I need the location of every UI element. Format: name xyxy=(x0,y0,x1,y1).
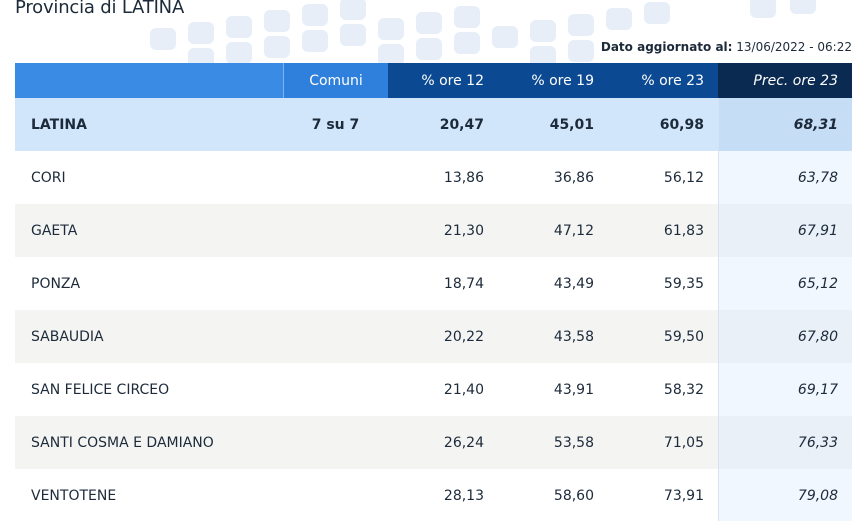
cell-ore23: 60,98 xyxy=(659,116,704,133)
table-row-total[interactable]: LATINA 7 su 7 20,47 45,01 60,98 68,31 xyxy=(15,98,852,151)
table-row[interactable]: VENTOTENE 28,13 58,60 73,91 79,08 xyxy=(15,469,852,521)
cell-ore12: 28,13 xyxy=(443,487,484,504)
table-row[interactable]: SABAUDIA 20,22 43,58 59,50 67,80 xyxy=(15,310,852,363)
cell-comuni xyxy=(283,151,388,204)
cell-prec: 67,80 xyxy=(718,310,852,363)
cell-ore19: 43,49 xyxy=(553,275,594,292)
header-ore12[interactable]: % ore 12 xyxy=(388,63,498,98)
cell-prec: 69,17 xyxy=(718,363,852,416)
table-row[interactable]: PONZA 18,74 43,49 59,35 65,12 xyxy=(15,257,852,310)
update-timestamp: Dato aggiornato al: 13/06/2022 - 06:22 xyxy=(601,40,852,54)
cell-ore19: 58,60 xyxy=(553,487,594,504)
cell-comuni xyxy=(283,363,388,416)
cell-ore19: 53,58 xyxy=(553,434,594,451)
cell-ore23: 73,91 xyxy=(663,487,704,504)
header-comuni[interactable]: Comuni xyxy=(283,63,388,98)
table-row[interactable]: SAN FELICE CIRCEO 21,40 43,91 58,32 69,1… xyxy=(15,363,852,416)
cell-comuni: 7 su 7 xyxy=(311,116,360,133)
cell-name: PONZA xyxy=(31,275,81,292)
cell-ore23: 61,83 xyxy=(663,222,704,239)
page-title: Provincia di LATINA xyxy=(15,0,185,18)
cell-prec: 65,12 xyxy=(718,257,852,310)
cell-comuni xyxy=(283,310,388,363)
update-label: Dato aggiornato al: xyxy=(600,40,733,54)
cell-ore23: 56,12 xyxy=(663,169,704,186)
cell-comuni xyxy=(283,416,388,469)
cell-ore19: 36,86 xyxy=(553,169,594,186)
cell-ore19: 45,01 xyxy=(549,116,594,133)
table-row[interactable]: GAETA 21,30 47,12 61,83 67,91 xyxy=(15,204,852,257)
cell-ore19: 43,91 xyxy=(553,381,594,398)
table-header: Comuni % ore 12 % ore 19 % ore 23 Prec. … xyxy=(15,63,852,98)
table-row[interactable]: SANTI COSMA E DAMIANO 26,24 53,58 71,05 … xyxy=(15,416,852,469)
update-value: 13/06/2022 - 06:22 xyxy=(736,40,852,54)
header-prec-ore23[interactable]: Prec. ore 23 xyxy=(718,63,852,98)
header-ore23[interactable]: % ore 23 xyxy=(608,63,718,98)
header-background-pattern xyxy=(90,0,850,64)
cell-ore19: 43,58 xyxy=(553,328,594,345)
cell-prec: 76,33 xyxy=(718,416,852,469)
cell-ore23: 58,32 xyxy=(663,381,704,398)
cell-name: SANTI COSMA E DAMIANO xyxy=(31,434,214,451)
cell-ore12: 18,74 xyxy=(443,275,484,292)
cell-ore12: 20,22 xyxy=(443,328,484,345)
cell-ore19: 47,12 xyxy=(553,222,594,239)
cell-prec: 63,78 xyxy=(718,151,852,204)
cell-ore12: 20,47 xyxy=(439,116,484,133)
header-municipality xyxy=(15,63,283,98)
cell-ore23: 71,05 xyxy=(663,434,704,451)
cell-name: SABAUDIA xyxy=(31,328,104,345)
cell-name: GAETA xyxy=(31,222,78,239)
cell-prec: 79,08 xyxy=(718,469,852,521)
cell-ore23: 59,35 xyxy=(663,275,704,292)
cell-ore12: 21,40 xyxy=(443,381,484,398)
header-ore19[interactable]: % ore 19 xyxy=(498,63,608,98)
cell-name: VENTOTENE xyxy=(31,487,117,504)
cell-ore12: 13,86 xyxy=(443,169,484,186)
cell-comuni xyxy=(283,469,388,521)
cell-name: LATINA xyxy=(31,116,87,133)
cell-name: CORI xyxy=(31,169,66,186)
cell-ore12: 21,30 xyxy=(443,222,484,239)
cell-prec: 68,31 xyxy=(718,98,852,151)
table-row[interactable]: CORI 13,86 36,86 56,12 63,78 xyxy=(15,151,852,204)
cell-prec: 67,91 xyxy=(718,204,852,257)
cell-ore23: 59,50 xyxy=(663,328,704,345)
cell-name: SAN FELICE CIRCEO xyxy=(31,381,170,398)
cell-comuni xyxy=(283,204,388,257)
cell-comuni xyxy=(283,257,388,310)
turnout-table: Comuni % ore 12 % ore 19 % ore 23 Prec. … xyxy=(15,63,852,521)
cell-ore12: 26,24 xyxy=(443,434,484,451)
